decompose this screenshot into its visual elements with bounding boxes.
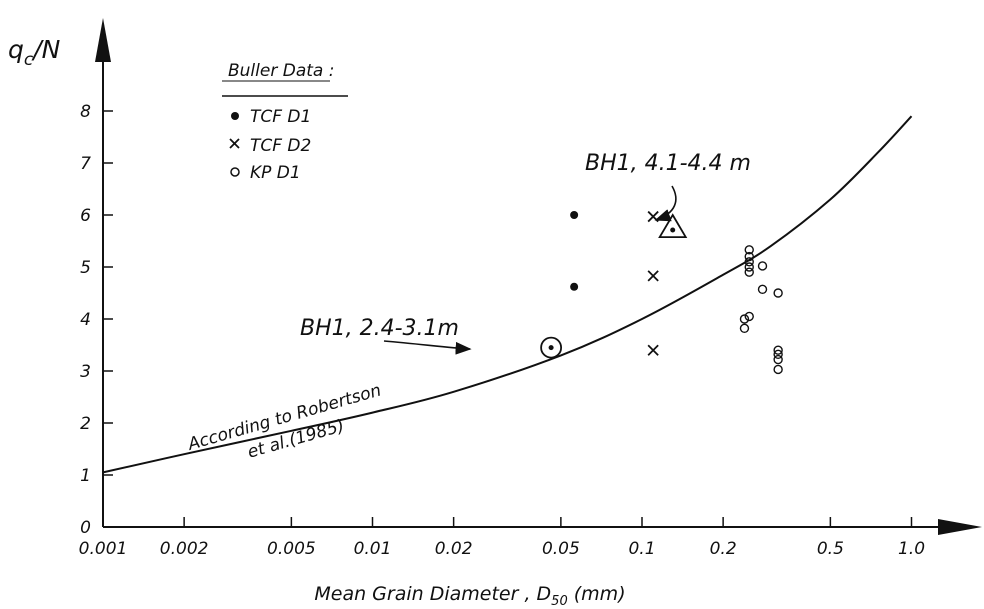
y-axis-title-sub: c — [24, 50, 34, 70]
legend-label-tcf-d1: TCF D1 — [250, 107, 311, 127]
point-kp-d1 — [773, 288, 783, 298]
point-kp-d1 — [757, 261, 768, 271]
y-tick-label: 8 — [80, 102, 91, 122]
y-axis-title: qc/N — [8, 35, 61, 70]
point-kp-d1 — [773, 349, 783, 360]
x-tick-label: 1.0 — [898, 539, 925, 559]
x-axis-title-sub: 50 — [551, 594, 568, 609]
x-tick-label: 0.2 — [710, 539, 737, 559]
y-axis-title-tail: /N — [31, 35, 60, 64]
point-kp-d1 — [757, 284, 768, 295]
robertson-curve — [102, 115, 913, 474]
legend-marker-tcf-d2 — [229, 138, 240, 149]
point-bh1-upper-triangle — [658, 213, 688, 238]
y-axis-arrow-icon — [95, 18, 111, 62]
y-tick-label: 6 — [80, 206, 91, 226]
y-tick-label: 7 — [80, 154, 91, 174]
y-ticks: 0 1 2 3 4 5 6 7 8 — [80, 102, 113, 538]
x-axis-title: Mean Grain Diameter , D50 (mm) — [314, 583, 625, 609]
x-tick-label: 0.01 — [354, 539, 392, 559]
x-tick-label: 0.5 — [817, 539, 844, 559]
point-kp-d1 — [773, 354, 783, 365]
curve-label: According to Robertson et al.(1985) — [185, 381, 384, 463]
point-kp-d1 — [744, 251, 754, 262]
annotated-points: BH1, 2.4-3.1m BH1, 4.1-4.4 m — [300, 151, 751, 359]
point-kp-d1 — [773, 364, 783, 375]
y-axis-title-main: q — [8, 35, 24, 64]
annotation-bh1-lower: BH1, 2.4-3.1m — [300, 316, 459, 341]
x-tick-label: 0.001 — [79, 539, 128, 559]
point-kp-d1 — [744, 257, 754, 267]
point-tcf-d2 — [647, 344, 659, 356]
point-bh1-upper-center — [670, 227, 676, 233]
legend: Buller Data : TCF D1 TCF D2 KP D1 — [222, 61, 348, 183]
point-bh1-lower-center — [548, 345, 554, 351]
point-kp-d1 — [744, 245, 754, 255]
point-kp-d1 — [739, 314, 750, 324]
x-axis-title-main: Mean Grain Diameter , D — [314, 583, 551, 605]
point-kp-d1 — [744, 262, 754, 272]
x-tick-label: 0.002 — [160, 539, 209, 559]
legend-marker-tcf-d1 — [231, 112, 239, 120]
point-bh1-lower-circle — [540, 336, 563, 359]
point-tcf-d2 — [647, 270, 659, 282]
annotation-bh1-lower-arrow — [383, 340, 472, 355]
x-axis-arrow-icon — [938, 519, 982, 535]
x-tick-label: 0.005 — [267, 539, 316, 559]
x-tick-label: 0.02 — [435, 539, 473, 559]
point-kp-d1 — [773, 345, 783, 355]
legend-label-kp-d1: KP D1 — [250, 163, 301, 183]
y-tick-label: 2 — [80, 414, 91, 434]
point-tcf-d1 — [570, 211, 579, 219]
axes — [95, 18, 982, 535]
annotation-bh1-upper: BH1, 4.1-4.4 m — [585, 151, 751, 176]
y-tick-label: 4 — [80, 310, 91, 330]
point-kp-d1 — [744, 311, 754, 322]
point-kp-d1 — [744, 267, 754, 277]
legend-marker-kp-d1 — [230, 167, 240, 177]
legend-label-tcf-d2: TCF D2 — [250, 136, 311, 156]
y-tick-label: 5 — [80, 258, 91, 278]
y-tick-label: 0 — [80, 518, 91, 538]
x-axis-title-tail: (mm) — [574, 583, 626, 605]
y-tick-label: 1 — [80, 466, 91, 486]
x-tick-label: 0.05 — [542, 539, 580, 559]
data-points — [570, 210, 783, 375]
y-tick-label: 3 — [80, 362, 91, 382]
x-ticks: 0.001 0.002 0.005 0.01 0.02 0.05 0.1 0.2 0.5 1.0 — [79, 517, 925, 559]
annotation-bh1-upper-arrow — [654, 185, 677, 222]
point-kp-d1 — [739, 323, 750, 334]
point-tcf-d1 — [570, 282, 579, 291]
legend-title: Buller Data : — [228, 61, 334, 81]
x-tick-label: 0.1 — [628, 539, 655, 559]
